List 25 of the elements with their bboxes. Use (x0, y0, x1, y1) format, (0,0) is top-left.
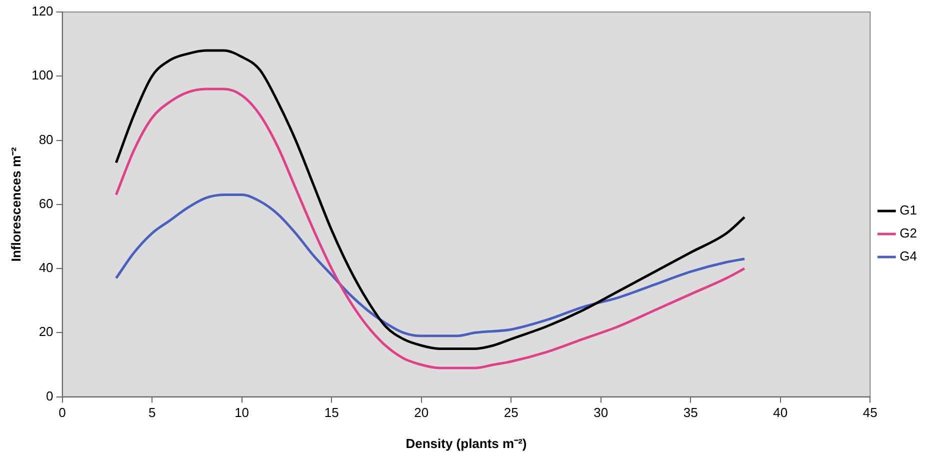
x-tick-label: 25 (504, 405, 518, 420)
y-tick-label: 100 (32, 68, 54, 83)
x-axis-title: Density (plants m⁻²) (406, 436, 527, 451)
y-tick-label: 40 (38, 260, 54, 276)
x-tick-label: 15 (324, 405, 339, 420)
legend-label: G4 (900, 248, 917, 264)
y-tick-label: 0 (46, 388, 54, 404)
x-tick-label: 0 (58, 405, 66, 420)
x-tick-label: 5 (148, 405, 156, 420)
line-series (114, 194, 746, 338)
legend-label: G1 (900, 202, 917, 218)
x-tick-label: 20 (414, 405, 429, 420)
y-tick-label: 80 (38, 132, 54, 147)
x-tick-label: 30 (594, 405, 608, 420)
x-tick-label: 40 (773, 405, 788, 420)
line-series (114, 49, 746, 350)
y-tick-label: 20 (38, 324, 54, 340)
line-series (114, 88, 746, 370)
x-tick-label: 35 (683, 405, 698, 420)
legend-label: G2 (900, 226, 917, 241)
x-tick-label: 45 (862, 405, 878, 420)
y-axis-title: Inflorescences m⁻² (8, 146, 24, 262)
y-tick-label: 120 (32, 4, 54, 19)
x-tick-label: 10 (234, 405, 250, 420)
y-tick-label: 60 (38, 196, 54, 211)
